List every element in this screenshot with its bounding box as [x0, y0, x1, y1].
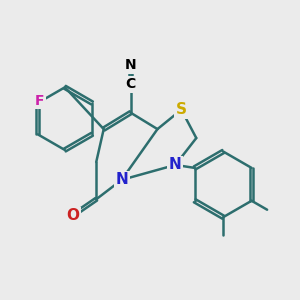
- Text: C: C: [125, 77, 136, 91]
- Text: N: N: [115, 172, 128, 188]
- Text: F: F: [34, 94, 44, 108]
- Text: O: O: [66, 208, 79, 223]
- Text: N: N: [125, 58, 136, 72]
- Text: S: S: [176, 102, 187, 117]
- Text: N: N: [169, 158, 182, 172]
